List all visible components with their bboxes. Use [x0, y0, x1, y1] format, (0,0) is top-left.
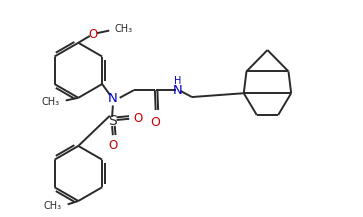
Text: N: N: [108, 92, 118, 105]
Text: O: O: [150, 116, 160, 129]
Text: H: H: [174, 76, 182, 86]
Text: O: O: [88, 28, 98, 41]
Text: CH₃: CH₃: [41, 97, 59, 107]
Text: O: O: [108, 139, 118, 152]
Text: N: N: [173, 84, 183, 97]
Text: CH₃: CH₃: [44, 201, 62, 211]
Text: S: S: [108, 114, 117, 128]
Text: CH₃: CH₃: [115, 24, 133, 34]
Text: O: O: [133, 112, 142, 125]
